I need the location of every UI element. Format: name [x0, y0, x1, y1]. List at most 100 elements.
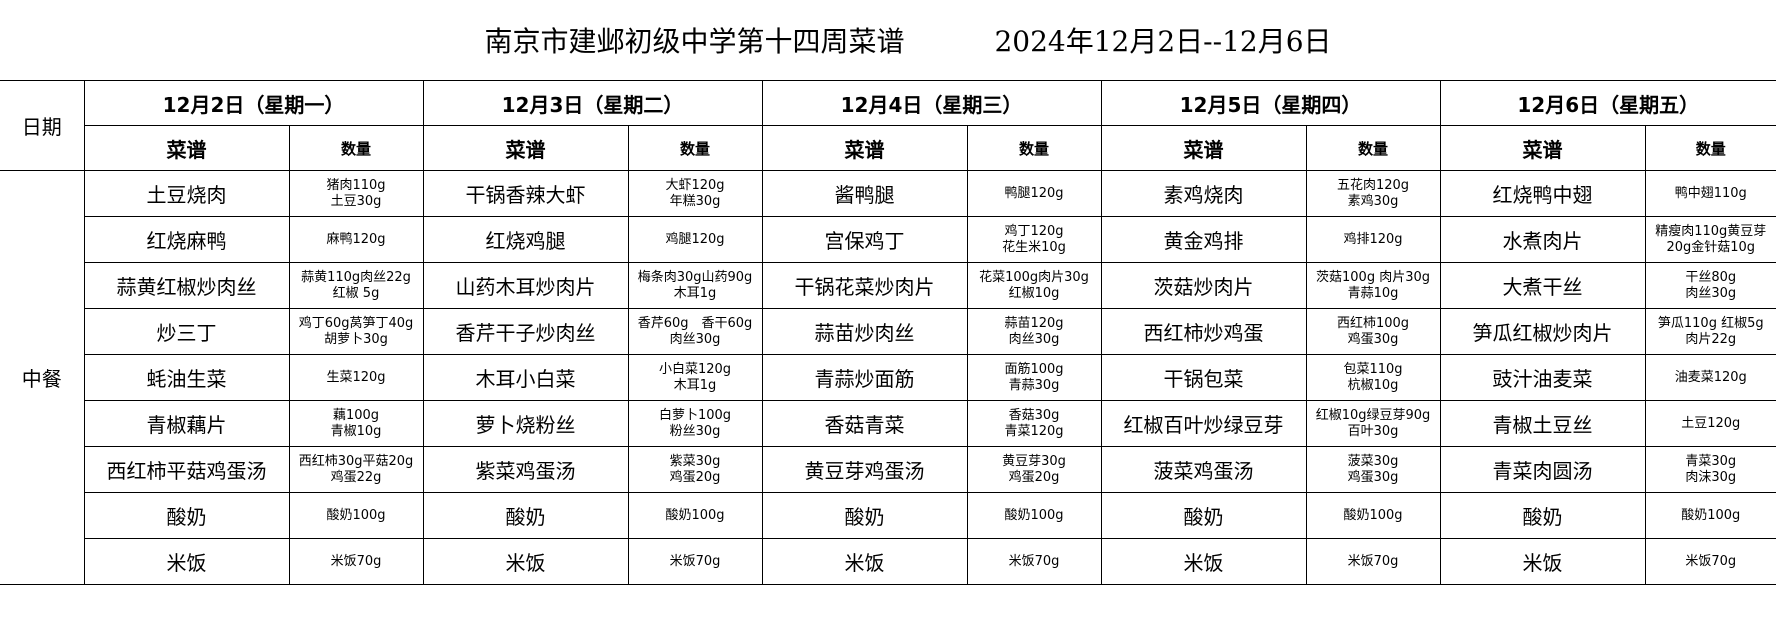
- quantity-line: 青椒10g: [330, 423, 382, 439]
- quantity-line: 百叶30g: [1347, 423, 1399, 439]
- dish-quantity: 鸭中翅110g: [1644, 170, 1776, 217]
- dish-name: 青菜肉圆汤: [1439, 446, 1646, 493]
- quantity-line: 面筋100g: [1004, 361, 1064, 377]
- table-row: 中餐 土豆烧肉 猪肉110g 土豆30g 干锅香辣大虾 大虾120g 年糕30g 酱鸭腿 鸭腿1…: [0, 170, 1776, 585]
- dish-quantity: 青菜30g 肉沫30g: [1644, 446, 1776, 493]
- quantity-line: 土豆30g: [330, 193, 382, 209]
- quantity-line: 紫菜30g: [669, 453, 721, 469]
- quantity-line: 鸡丁60g莴笋丁40g: [298, 315, 414, 331]
- dish-name: 米饭: [761, 538, 968, 585]
- dish-name: 米饭: [1439, 538, 1646, 585]
- dish-name: 紫菜鸡蛋汤: [422, 446, 629, 493]
- dish-name: 酸奶: [83, 492, 290, 539]
- table-row: 蒜黄红椒炒肉丝 蒜黄110g肉丝22g 红椒 5g 山药木耳炒肉片 梅条肉30g山药90…: [0, 262, 1776, 309]
- dish-quantity: 米饭70g: [1644, 538, 1776, 585]
- dish-quantity: 藕100g 青椒10g: [288, 400, 424, 447]
- dish-quantity: 米饭70g: [966, 538, 1102, 585]
- quantity-line: 花生米10g: [1002, 239, 1066, 255]
- quantity-line: 油麦菜120g: [1674, 369, 1747, 385]
- date-range: 2024年12月2日--12月6日: [994, 25, 1332, 58]
- quantity-line: 鸡蛋30g: [1347, 469, 1399, 485]
- dish-quantity: 干丝80g 肉丝30g: [1644, 262, 1776, 309]
- dish-quantity: 酸奶100g: [627, 492, 763, 539]
- quantity-line: 鸡蛋30g: [1347, 331, 1399, 347]
- quantity-line: 蒜苗120g: [1004, 315, 1064, 331]
- dish-name: 山药木耳炒肉片: [422, 262, 629, 309]
- dish-quantity: 油麦菜120g: [1644, 354, 1776, 401]
- quantity-line: 包菜110g: [1343, 361, 1403, 377]
- dish-quantity: 鸡腿120g: [627, 216, 763, 263]
- quantity-line: 鸡蛋20g: [669, 469, 721, 485]
- quantity-line: 木耳1g: [673, 377, 717, 393]
- day-header-mon: 12月2日（星期一）: [83, 80, 424, 126]
- date-row-header: 日期: [0, 80, 85, 171]
- dish-name: 蒜黄红椒炒肉丝: [83, 262, 290, 309]
- dish-quantity: 香菇30g 青菜120g: [966, 400, 1102, 447]
- dish-quantity: 香芹60g 香干60g 肉丝30g: [627, 308, 763, 355]
- dish-name: 米饭: [422, 538, 629, 585]
- quantity-line: 米饭70g: [669, 553, 721, 569]
- dish-quantity: 五花肉120g 素鸡30g: [1305, 170, 1441, 217]
- dish-name: 酸奶: [761, 492, 968, 539]
- quantity-line: 酸奶100g: [1681, 507, 1741, 523]
- dish-name: 酸奶: [422, 492, 629, 539]
- dish-name: 酸奶: [1439, 492, 1646, 539]
- dish-name: 宫保鸡丁: [761, 216, 968, 263]
- dish-quantity: 米饭70g: [288, 538, 424, 585]
- quantity-line: 红椒10g: [1008, 285, 1060, 301]
- table-row: 红烧麻鸭 麻鸭120g 红烧鸡腿 鸡腿120g 宫保鸡丁 鸡丁120g 花生米10g 黄金鸡排…: [0, 216, 1776, 263]
- table-row: 炒三丁 鸡丁60g莴笋丁40g 胡萝卜30g 香芹干子炒肉丝 香芹60g 香干60g 肉丝…: [0, 308, 1776, 355]
- dish-name: 红椒百叶炒绿豆芽: [1100, 400, 1307, 447]
- quantity-line: 米饭70g: [1685, 553, 1737, 569]
- quantity-line: 黄豆芽30g: [1002, 453, 1066, 469]
- quantity-line: 精瘦肉110g黄豆芽: [1655, 223, 1767, 239]
- quantity-line: 香芹60g 香干60g: [637, 315, 753, 331]
- quantity-line: 笋瓜110g 红椒5g: [1657, 315, 1764, 331]
- dish-quantity: 精瘦肉110g黄豆芽 20g金针菇10g: [1644, 216, 1776, 263]
- dish-quantity: 蒜苗120g 肉丝30g: [966, 308, 1102, 355]
- quantity-line: 肉丝30g: [1008, 331, 1060, 347]
- quantity-line: 青菜30g: [1685, 453, 1737, 469]
- dish-name: 干锅香辣大虾: [422, 170, 629, 217]
- qty-column-header: 数量: [1305, 125, 1441, 171]
- dish-quantity: 红椒10g绿豆芽90g 百叶30g: [1305, 400, 1441, 447]
- dish-quantity: 黄豆芽30g 鸡蛋20g: [966, 446, 1102, 493]
- quantity-line: 青菜120g: [1004, 423, 1064, 439]
- dish-name: 蚝油生菜: [83, 354, 290, 401]
- qty-column-header: 数量: [1644, 125, 1776, 171]
- quantity-line: 酸奶100g: [665, 507, 725, 523]
- day-header-fri: 12月6日（星期五）: [1439, 80, 1776, 126]
- quantity-line: 鸡丁120g: [1004, 223, 1064, 239]
- dish-name: 干锅包菜: [1100, 354, 1307, 401]
- quantity-line: 肉沫30g: [1685, 469, 1737, 485]
- quantity-line: 西红柿100g: [1336, 315, 1410, 331]
- dish-quantity: 鸡排120g: [1305, 216, 1441, 263]
- quantity-line: 干丝80g: [1685, 269, 1737, 285]
- menu-title: 南京市建邺初级中学第十四周菜谱 2024年12月2日--12月6日: [0, 0, 1776, 80]
- quantity-line: 猪肉110g: [326, 177, 386, 193]
- dish-name: 红烧鸡腿: [422, 216, 629, 263]
- table-row: 青椒藕片 藕100g 青椒10g 萝卜烧粉丝 白萝卜100g 粉丝30g 香菇青菜 香菇30g…: [0, 400, 1776, 447]
- dish-name: 豉汁油麦菜: [1439, 354, 1646, 401]
- dish-name: 茨菇炒肉片: [1100, 262, 1307, 309]
- dish-name: 炒三丁: [83, 308, 290, 355]
- dish-name: 水煮肉片: [1439, 216, 1646, 263]
- dish-name: 酱鸭腿: [761, 170, 968, 217]
- quantity-line: 粉丝30g: [669, 423, 721, 439]
- day-header-row: 日期 12月2日（星期一） 12月3日（星期二） 12月4日（星期三） 12月5…: [0, 80, 1776, 171]
- dish-quantity: 米饭70g: [627, 538, 763, 585]
- dish-quantity: 鸡丁60g莴笋丁40g 胡萝卜30g: [288, 308, 424, 355]
- dish-name: 土豆烧肉: [83, 170, 290, 217]
- dish-quantity: 土豆120g: [1644, 400, 1776, 447]
- quantity-line: 肉片22g: [1685, 331, 1737, 347]
- quantity-line: 青蒜30g: [1008, 377, 1060, 393]
- weekly-menu-table: 日期 12月2日（星期一） 12月3日（星期二） 12月4日（星期三） 12月5…: [0, 80, 1776, 585]
- dish-quantity: 茨菇100g 肉片30g 青蒜10g: [1305, 262, 1441, 309]
- day-header-tue: 12月3日（星期二）: [422, 80, 763, 126]
- quantity-line: 花菜100g肉片30g: [979, 269, 1089, 285]
- dish-name: 米饭: [83, 538, 290, 585]
- menu-table-body: 日期 12月2日（星期一） 12月3日（星期二） 12月4日（星期三） 12月5…: [0, 80, 1776, 585]
- dish-column-header: 菜谱: [1439, 125, 1646, 171]
- quantity-line: 西红柿30g平菇20g: [298, 453, 414, 469]
- dish-quantity: 蒜黄110g肉丝22g 红椒 5g: [288, 262, 424, 309]
